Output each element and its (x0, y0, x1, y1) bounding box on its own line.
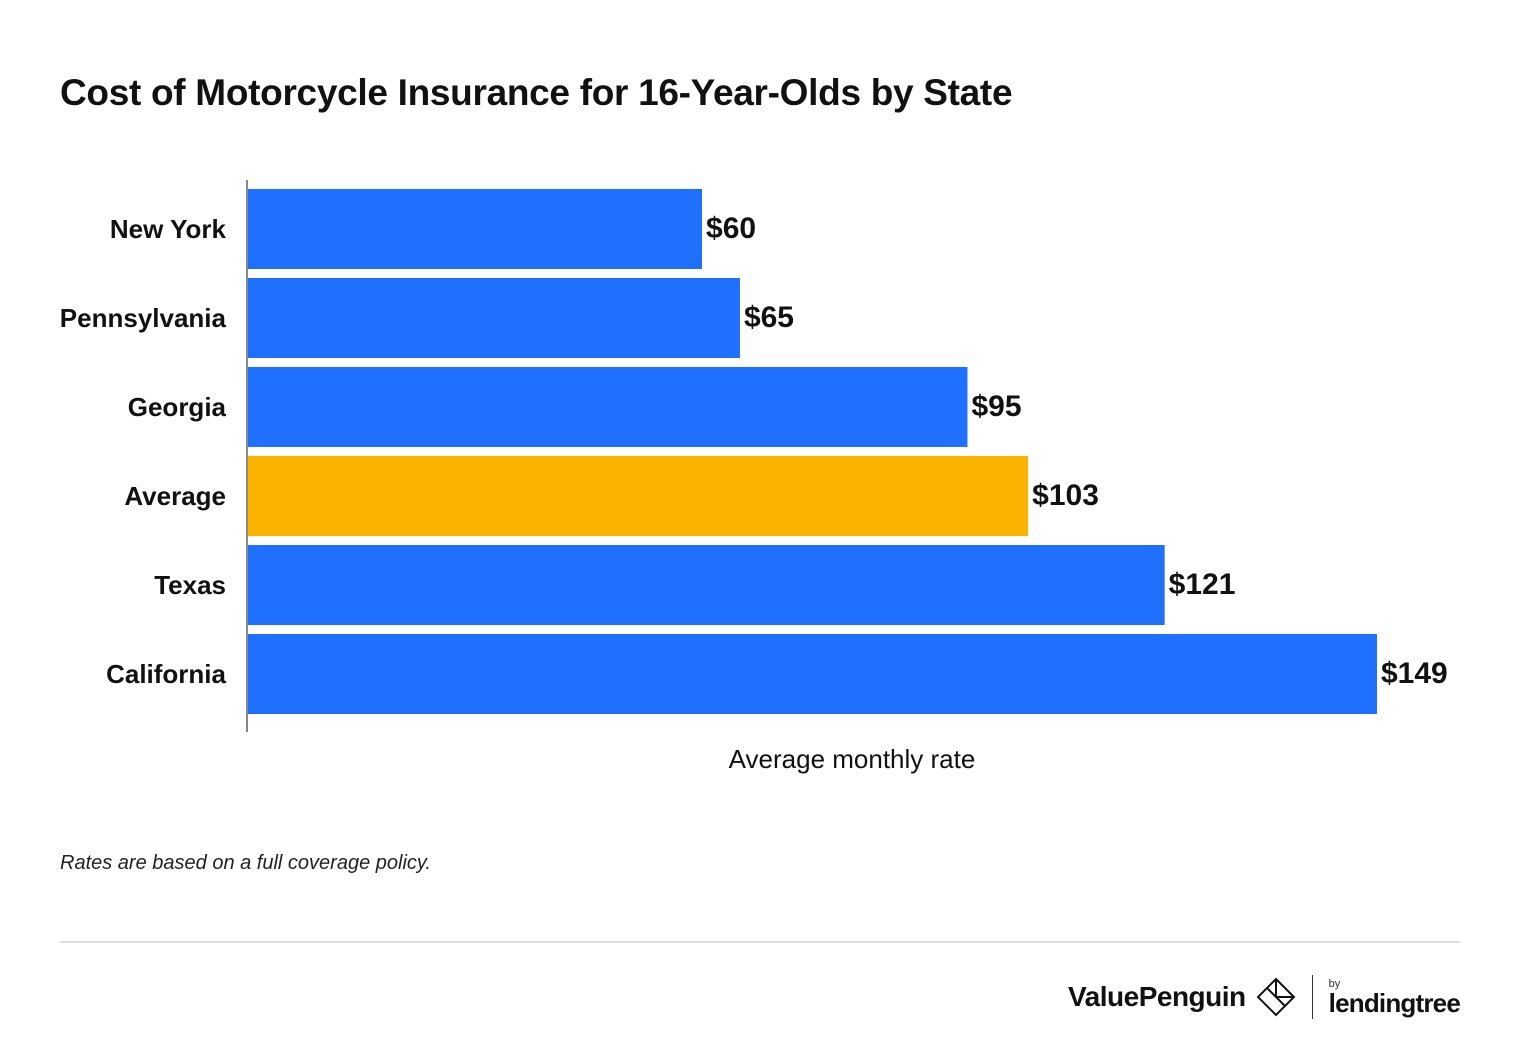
bar-california (247, 634, 1377, 714)
chart-title: Cost of Motorcycle Insurance for 16-Year… (60, 72, 1013, 113)
value-label-average: $103 (1032, 479, 1099, 512)
category-label-new-york: New York (110, 214, 227, 244)
bar-pennsylvania (247, 278, 740, 358)
x-axis-label: Average monthly rate (729, 744, 976, 774)
value-label-georgia: $95 (971, 390, 1021, 423)
bar-new-york (247, 189, 703, 269)
valuepenguin-diamond-icon (1256, 977, 1296, 1017)
category-label-pennsylvania: Pennsylvania (60, 303, 227, 333)
value-label-new-york: $60 (706, 212, 756, 245)
category-label-texas: Texas (154, 570, 226, 600)
category-label-average: Average (124, 481, 226, 511)
bar-chart: New York $60 Pennsylvania $65 Georgia $95 Aver… (60, 180, 1448, 774)
value-label-pennsylvania: $65 (744, 301, 794, 334)
lendingtree-name: lendingtree (1328, 987, 1461, 1018)
valuepenguin-wordmark: ValuePenguin (1068, 981, 1246, 1012)
brand-logo: ValuePenguin by lendingtree (1068, 972, 1461, 1022)
value-label-california: $149 (1381, 657, 1448, 690)
bar-texas (247, 545, 1165, 625)
footnote: Rates are based on a full coverage polic… (60, 852, 431, 874)
footer-divider (60, 941, 1460, 943)
brand-by-label: by (1328, 977, 1341, 990)
lendingtree-wordmark: by lendingtree (1328, 977, 1461, 1018)
value-label-texas: $121 (1169, 568, 1236, 601)
bar-average (247, 456, 1029, 536)
bar-georgia (247, 367, 968, 447)
category-label-georgia: Georgia (128, 392, 227, 422)
category-label-california: California (106, 659, 226, 689)
brand-separator (1311, 975, 1313, 1019)
